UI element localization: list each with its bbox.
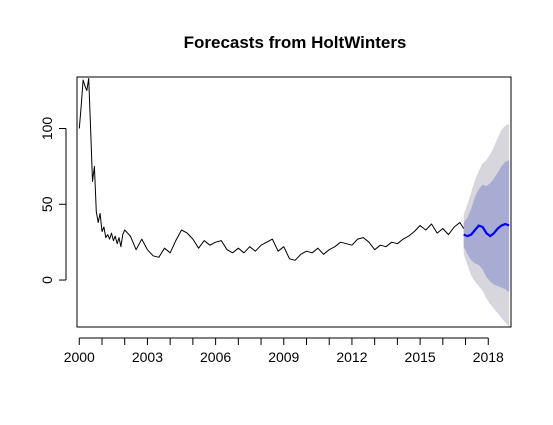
x-tick-label: 2000 [64, 349, 95, 365]
x-tick-label: 2003 [132, 349, 163, 365]
prediction-bands [463, 124, 510, 327]
x-tick-label: 2006 [200, 349, 231, 365]
y-tick-label: 50 [39, 196, 55, 212]
x-tick-label: 2012 [336, 349, 367, 365]
y-axis: 0 50 100 [39, 117, 67, 284]
chart-title: Forecasts from HoltWinters [184, 33, 407, 52]
x-tick-label: 2009 [268, 349, 299, 365]
series-lines [78, 78, 510, 261]
forecast-series-line [463, 222, 510, 238]
prediction-band-80 [463, 160, 510, 293]
x-axis: 2000 2003 2006 2009 2012 2015 2018 [64, 337, 504, 365]
x-tick-label: 2015 [405, 349, 436, 365]
y-tick-label: 0 [39, 276, 55, 284]
y-tick-label: 100 [39, 117, 55, 141]
x-tick-label: 2018 [473, 349, 504, 365]
observed-series-line [78, 78, 465, 261]
plot-frame [76, 76, 512, 328]
